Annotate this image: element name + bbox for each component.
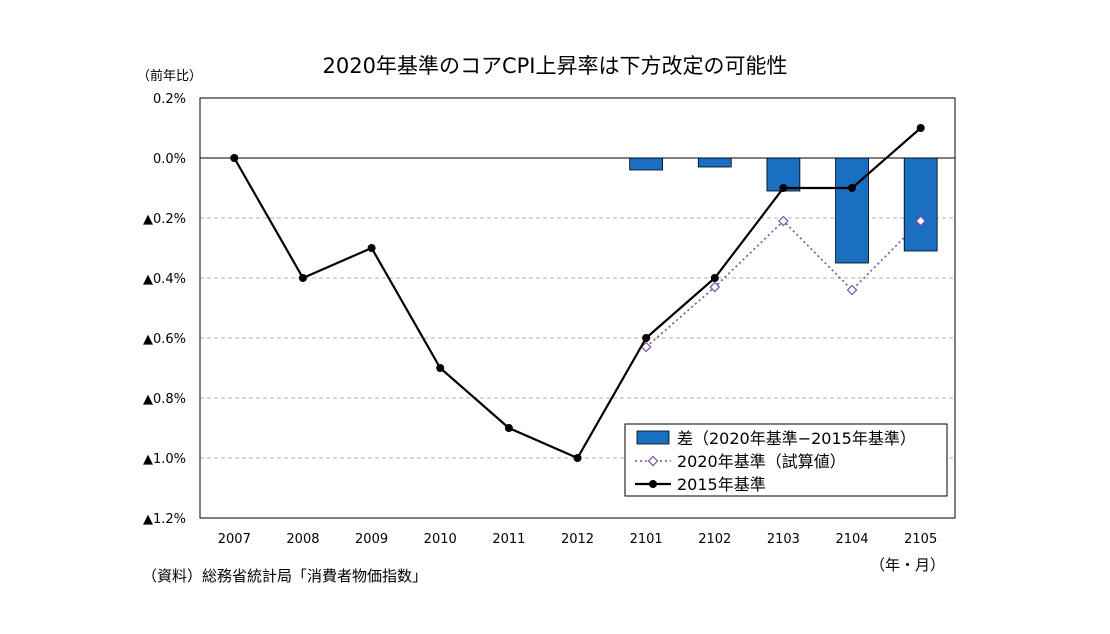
legend-label-2020-base: 2020年基準（試算値） [677,452,846,471]
line-series [230,124,927,462]
y-tick-label: 0.2% [153,92,186,107]
plot-frame [199,97,956,519]
bar [629,157,664,171]
series-line-2020-base [645,219,922,348]
chart-title: 2020年基準のコアCPI上昇率は下方改定の可能性 [323,54,788,78]
x-tick-label: 2011 [492,532,525,547]
bar [835,157,869,264]
data-point-2020-base [915,215,927,227]
y-tick-label: ▲1.0% [143,452,186,467]
y-tick-label: 0.0% [153,152,186,167]
x-tick-label: 2010 [424,532,457,547]
x-tick-label: 2008 [286,532,319,547]
x-tick-label: 2105 [904,532,937,547]
y-tick-label: ▲0.6% [143,332,186,347]
x-tick-label: 2101 [630,532,663,547]
legend-label-2015-base: 2015年基準 [677,475,766,494]
data-point-2015-base [504,424,513,432]
x-axis-label: （年・月） [870,556,945,574]
data-point-2015-base [848,184,857,192]
data-point-2015-base [779,184,788,192]
legend-label-diff: 差（2020年基準−2015年基準） [677,429,916,448]
legend: 差（2020年基準−2015年基準） 2020年基準（試算値） 2015年基準 [624,423,948,497]
data-point-2020-base [640,341,652,353]
data-point-2015-base [367,244,376,252]
y-tick-label: ▲0.2% [143,212,186,227]
y-tick-label: ▲0.8% [143,392,186,407]
x-tick-label: 2012 [561,532,594,547]
legend-marker-circle [649,480,657,488]
x-tick-label: 2103 [767,532,800,547]
source-note: （資料）総務省統計局「消費者物価指数」 [142,567,427,585]
y-tick-label: ▲1.2% [143,512,186,527]
x-tick-label: 2104 [835,532,868,547]
legend-marker-diamond [647,455,659,467]
legend-swatch-bar [636,430,670,445]
bar [903,157,938,252]
gridlines [200,157,955,459]
data-point-2020-base [846,284,858,296]
y-axis-label: （前年比） [137,68,202,84]
data-point-2020-base [709,281,721,293]
data-point-2020-base [778,215,789,227]
data-point-2015-base [710,274,719,282]
data-point-2015-base [436,364,445,372]
series-line-2015-base [233,127,922,460]
bar [697,157,732,168]
x-tick-label: 2102 [698,532,731,547]
y-tick-label: ▲0.4% [143,272,186,287]
x-tick-label: 2007 [218,532,251,547]
y-tick-labels: 0.2% 0.0% ▲0.2% ▲0.4% ▲0.6% ▲0.8% ▲1.0% ▲1.2% [143,92,186,527]
data-point-2015-base [573,454,582,462]
legend-box [624,423,948,497]
x-tick-labels: 2007 2008 2009 2010 2011 2012 2101 2102 2103 2104… [218,532,937,547]
data-point-2015-base [298,274,307,282]
data-point-2015-base [230,154,239,162]
data-point-2015-base [916,124,925,132]
data-point-2015-base [642,334,651,342]
bar-series [629,157,938,264]
x-tick-label: 2009 [355,532,388,547]
